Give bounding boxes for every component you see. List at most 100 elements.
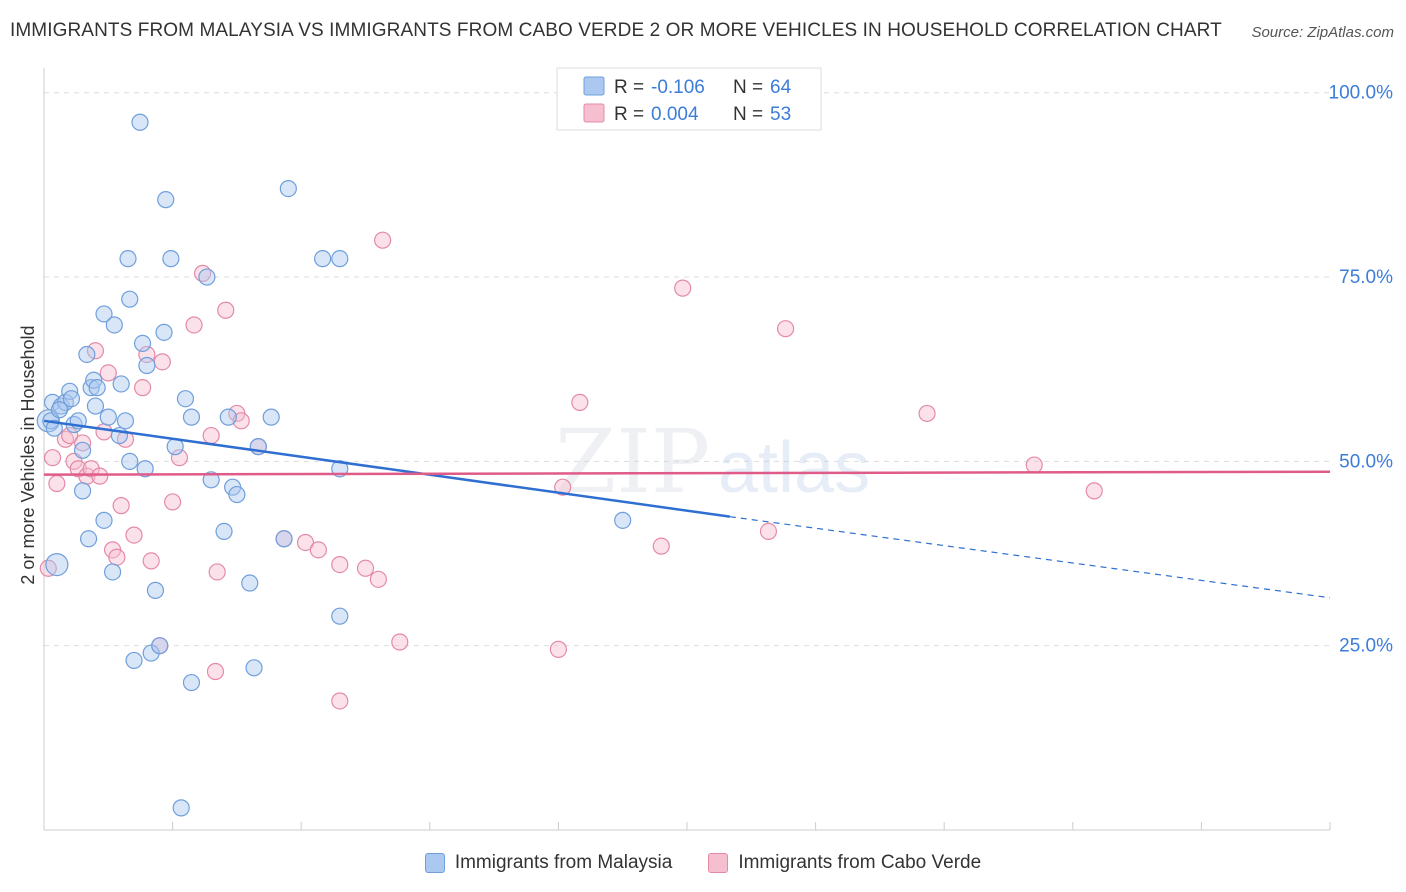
- point-caboverde: [549, 640, 568, 658]
- point-malaysia: [176, 390, 195, 408]
- legend-label-malaysia: Immigrants from Malaysia: [454, 852, 673, 873]
- axes: [43, 68, 1331, 831]
- point-malaysia: [172, 799, 190, 817]
- point-caboverde: [217, 301, 235, 319]
- point-caboverde: [374, 231, 392, 249]
- legend-malaysia-r-value: -0.106: [651, 77, 705, 98]
- point-caboverde: [369, 570, 387, 588]
- point-malaysia: [262, 408, 280, 426]
- point-malaysia: [131, 113, 149, 131]
- point-malaysia: [331, 607, 349, 625]
- point-malaysia: [133, 334, 152, 353]
- scatter-chart: ZIP atlas 100.0%75.0%50.0%25.0%0.0%15.0%…: [18, 67, 1393, 831]
- series-caboverde-points: [39, 231, 1103, 710]
- point-caboverde: [918, 404, 936, 423]
- point-malaysia: [314, 250, 332, 268]
- legend-item-caboverde[interactable]: Immigrants from Cabo Verde: [708, 852, 981, 874]
- point-caboverde: [331, 692, 349, 710]
- point-malaysia: [99, 408, 117, 426]
- point-malaysia: [279, 179, 297, 198]
- point-malaysia: [95, 305, 113, 323]
- y-tick-label: 75.0%: [1339, 267, 1393, 288]
- point-malaysia: [121, 452, 139, 470]
- legend-caboverde-n-value: 53: [770, 104, 791, 125]
- point-malaysia: [275, 530, 293, 548]
- point-caboverde: [356, 559, 375, 577]
- point-malaysia: [138, 356, 156, 375]
- point-caboverde: [652, 537, 670, 555]
- point-malaysia: [331, 250, 349, 268]
- point-caboverde: [153, 353, 171, 371]
- legend-caboverde-r-value: 0.004: [651, 104, 699, 125]
- watermark: ZIP atlas: [555, 410, 870, 513]
- point-malaysia: [245, 659, 263, 677]
- point-malaysia: [151, 637, 169, 655]
- point-malaysia: [116, 412, 135, 430]
- y-axis-label: 2 or more Vehicles in Household: [18, 325, 38, 584]
- point-malaysia: [182, 673, 201, 692]
- legend-malaysia-r-label: R =: [614, 77, 644, 98]
- point-caboverde: [48, 474, 66, 493]
- point-malaysia: [182, 408, 201, 426]
- legend-caboverde-n-label: N =: [733, 104, 763, 125]
- point-malaysia: [105, 316, 123, 334]
- point-malaysia: [157, 191, 175, 209]
- point-malaysia: [78, 345, 96, 364]
- point-malaysia: [62, 390, 81, 408]
- point-malaysia: [103, 563, 122, 581]
- point-caboverde: [232, 412, 250, 430]
- point-malaysia: [614, 511, 632, 529]
- point-caboverde: [1025, 456, 1043, 474]
- point-caboverde: [185, 316, 203, 334]
- point-malaysia: [86, 397, 105, 415]
- point-caboverde: [206, 662, 225, 681]
- point-caboverde: [674, 279, 692, 297]
- point-malaysia: [241, 574, 259, 592]
- trendline-malaysia: [43, 419, 731, 518]
- point-caboverde: [554, 478, 572, 496]
- point-malaysia: [45, 419, 63, 437]
- point-malaysia: [45, 552, 69, 577]
- point-caboverde: [170, 449, 189, 467]
- y-tick-label: 50.0%: [1339, 451, 1393, 472]
- point-caboverde: [86, 342, 105, 360]
- gridlines: [44, 92, 1330, 647]
- point-malaysia: [73, 482, 92, 500]
- point-caboverde: [43, 449, 62, 467]
- correlation-legend: R = -0.106 N = 64 R = 0.004 N = 53: [556, 67, 822, 131]
- point-caboverde: [142, 552, 160, 570]
- legend-swatch-caboverde: [583, 103, 605, 123]
- point-caboverde: [309, 541, 327, 559]
- legend-swatch-malaysia: [583, 76, 605, 96]
- point-caboverde: [296, 533, 315, 552]
- legend-malaysia-n-value: 64: [770, 77, 792, 98]
- y-tick-label: 25.0%: [1339, 636, 1393, 657]
- point-malaysia: [119, 250, 137, 268]
- series-legend: Immigrants from Malaysia Immigrants from…: [0, 852, 1406, 874]
- point-caboverde: [108, 548, 126, 566]
- watermark-zip: ZIP: [555, 410, 710, 513]
- point-caboverde: [125, 526, 143, 544]
- point-malaysia: [79, 530, 98, 548]
- point-caboverde: [133, 379, 152, 397]
- point-caboverde: [208, 563, 226, 581]
- point-malaysia: [136, 460, 154, 478]
- point-malaysia: [112, 375, 130, 393]
- point-caboverde: [391, 633, 409, 651]
- point-caboverde: [331, 555, 349, 574]
- point-caboverde: [91, 467, 109, 485]
- point-caboverde: [164, 493, 182, 511]
- point-malaysia: [125, 651, 143, 670]
- trendline-caboverde: [43, 470, 1331, 476]
- point-caboverde: [1085, 482, 1103, 500]
- point-caboverde: [73, 434, 92, 452]
- legend-item-malaysia[interactable]: Immigrants from Malaysia: [424, 852, 673, 874]
- point-caboverde: [571, 393, 589, 411]
- legend-label-caboverde: Immigrants from Cabo Verde: [738, 852, 982, 873]
- series-malaysia-points: [36, 113, 632, 817]
- source-note: Source: ZipAtlas.com: [1251, 24, 1394, 41]
- point-caboverde: [39, 559, 57, 577]
- trend-lines: [43, 419, 1331, 599]
- point-malaysia: [162, 250, 180, 268]
- legend-swatch-caboverde-bottom: [708, 853, 729, 873]
